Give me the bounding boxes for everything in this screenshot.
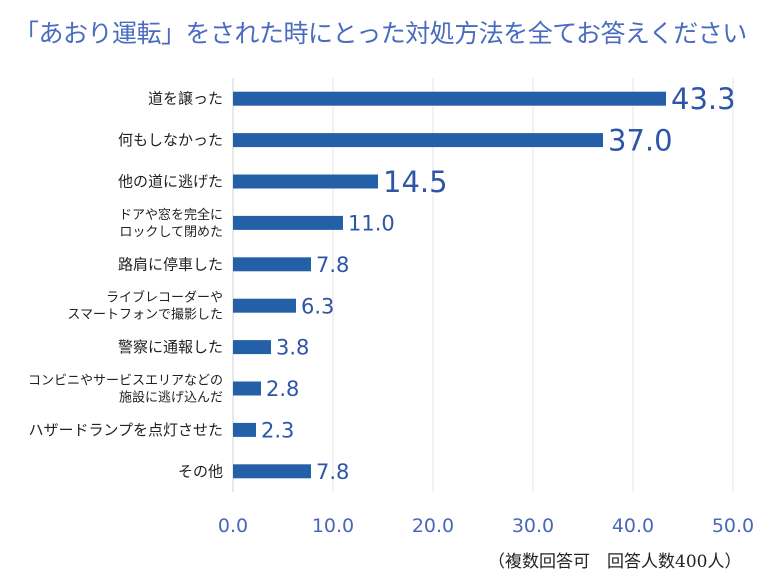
data-label: 3.8 <box>276 336 309 360</box>
bar <box>233 422 256 437</box>
data-label: 2.3 <box>261 418 294 442</box>
category-label: ロックして閉めた <box>119 225 223 240</box>
x-tick-label: 20.0 <box>412 515 454 537</box>
bar <box>233 257 311 272</box>
data-label: 7.8 <box>316 460 349 484</box>
x-tick-label: 30.0 <box>512 515 554 537</box>
category-label: 警察に通報した <box>118 338 223 356</box>
chart-title: 「あおり運転」をされた時にとった対処方法を全てお答えください <box>14 19 747 48</box>
category-label: その他 <box>178 462 223 480</box>
data-label: 7.8 <box>316 253 349 277</box>
data-label: 37.0 <box>608 124 673 158</box>
data-label: 11.0 <box>348 211 395 235</box>
category-label: 何もしなかった <box>118 131 223 149</box>
x-tick-label: 40.0 <box>612 515 654 537</box>
bar <box>233 340 271 355</box>
category-label: 路肩に停車した <box>118 255 223 273</box>
category-label: ドアや窓を完全に <box>119 207 223 223</box>
category-label: ハザードランプを点灯させた <box>28 421 223 439</box>
data-label: 14.5 <box>383 165 448 199</box>
x-tick-label: 10.0 <box>312 515 354 537</box>
x-tick-label: 0.0 <box>218 515 248 537</box>
bar <box>233 215 343 230</box>
category-label: 道を譲った <box>148 90 223 108</box>
category-label: 他の道に逃げた <box>118 173 223 191</box>
bar <box>233 464 311 479</box>
bar <box>233 298 296 313</box>
data-label: 43.3 <box>671 82 736 116</box>
bar <box>233 381 261 396</box>
category-label: コンビニやサービスエリアなどの <box>28 374 223 389</box>
bar <box>233 91 666 106</box>
x-tick-label: 50.0 <box>712 515 754 537</box>
bar <box>233 133 603 148</box>
category-label: 施設に逃げ込んだ <box>119 390 223 406</box>
bar <box>233 174 378 189</box>
data-label: 2.8 <box>266 377 299 401</box>
category-label: スマートフォンで撮影した <box>67 307 223 323</box>
category-label: ライブレコーダーや <box>106 290 223 306</box>
data-label: 6.3 <box>301 294 334 318</box>
chart-note: （複数回答可 回答人数400人） <box>488 552 742 572</box>
